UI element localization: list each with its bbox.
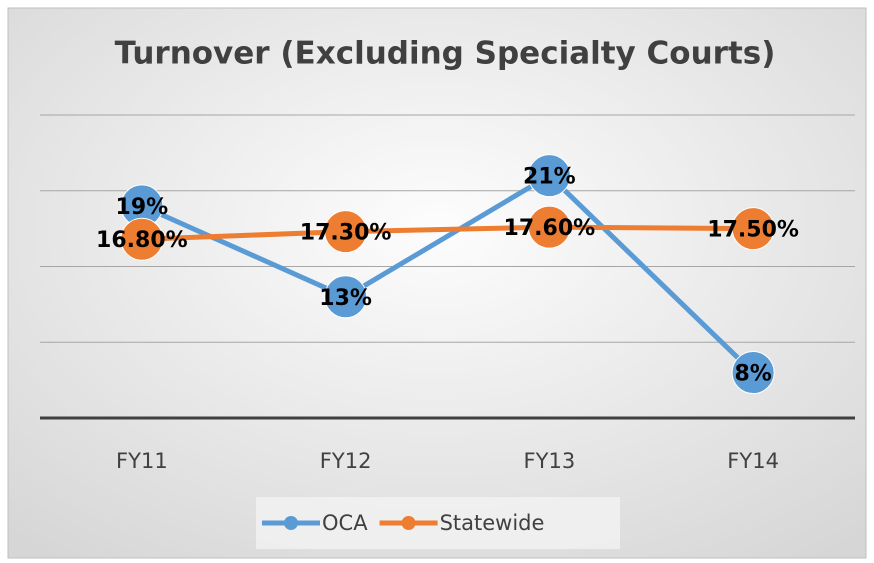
point-marker <box>120 217 164 261</box>
point-marker <box>527 154 571 198</box>
legend-marker <box>401 516 416 530</box>
data-label: 17.60% <box>504 216 596 241</box>
series-line <box>140 173 755 375</box>
data-label: 8% <box>734 362 771 387</box>
data-label: 17.50% <box>707 218 799 243</box>
series-line <box>141 224 754 242</box>
chart-title: Turnover (Excluding Specialty Courts) <box>115 36 776 72</box>
data-label: 17.30% <box>300 221 392 246</box>
data-label: 16.80% <box>96 228 188 253</box>
point-marker <box>324 210 368 254</box>
data-label: 13% <box>319 286 372 311</box>
point-marker <box>731 351 775 395</box>
point-marker <box>731 207 775 251</box>
x-tick-label: FY14 <box>727 449 779 473</box>
legend-label: OCA <box>322 511 368 535</box>
x-tick-label: FY11 <box>116 449 168 473</box>
x-tick-label: FY12 <box>320 449 372 473</box>
data-label: 19% <box>116 195 169 220</box>
point-marker <box>324 275 368 319</box>
point-marker <box>527 205 571 249</box>
chart-area <box>7 7 867 559</box>
data-label: 21% <box>523 165 576 190</box>
legend-marker <box>284 516 298 530</box>
legend-label: Statewide <box>440 511 545 535</box>
x-tick-label: FY13 <box>524 449 576 473</box>
